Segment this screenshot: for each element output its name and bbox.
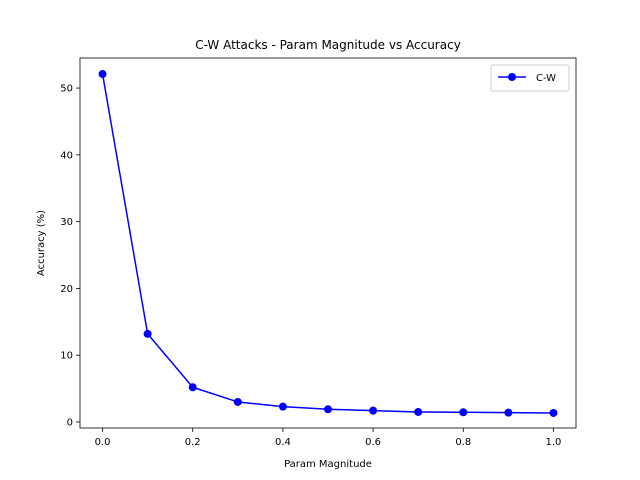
x-axis-label: Param Magnitude: [284, 459, 372, 470]
data-point: [278, 402, 287, 411]
data-point: [98, 70, 107, 79]
y-tick-label: 30: [60, 217, 73, 228]
chart-title: C-W Attacks - Param Magnitude vs Accurac…: [195, 38, 461, 52]
data-point: [324, 405, 332, 414]
y-tick-label: 10: [60, 351, 73, 362]
x-axis: 0.0 0.2 0.4 0.6 0.8 1.0: [95, 428, 562, 448]
y-tick-label: 50: [60, 84, 73, 95]
x-tick-label: 1.0: [546, 437, 562, 448]
data-point: [233, 397, 242, 406]
data-point: [459, 408, 468, 417]
y-tick-label: 0: [67, 417, 73, 428]
legend-box: [490, 64, 570, 92]
plot-frame: [79, 57, 577, 429]
legend: C-W: [490, 64, 570, 92]
y-tick-label: 40: [60, 150, 73, 161]
legend-marker: [508, 73, 516, 81]
x-tick-label: 0.6: [365, 437, 381, 448]
x-tick-label: 0.0: [95, 437, 111, 448]
legend-label: C-W: [536, 73, 556, 84]
data-point: [414, 407, 423, 416]
x-tick-label: 0.4: [275, 437, 291, 448]
data-point: [143, 329, 152, 338]
x-tick-label: 0.2: [185, 437, 201, 448]
x-tick-label: 0.8: [455, 437, 471, 448]
plot-area: [79, 57, 577, 429]
data-point: [369, 406, 378, 415]
y-tick-label: 20: [60, 284, 73, 295]
data-point: [188, 383, 197, 392]
data-point: [504, 408, 513, 417]
y-axis-label: Accuracy (%): [36, 210, 47, 276]
y-axis: 0 10 20 30 40 50: [60, 84, 80, 428]
data-point: [549, 408, 558, 417]
series-layer: [98, 70, 558, 417]
